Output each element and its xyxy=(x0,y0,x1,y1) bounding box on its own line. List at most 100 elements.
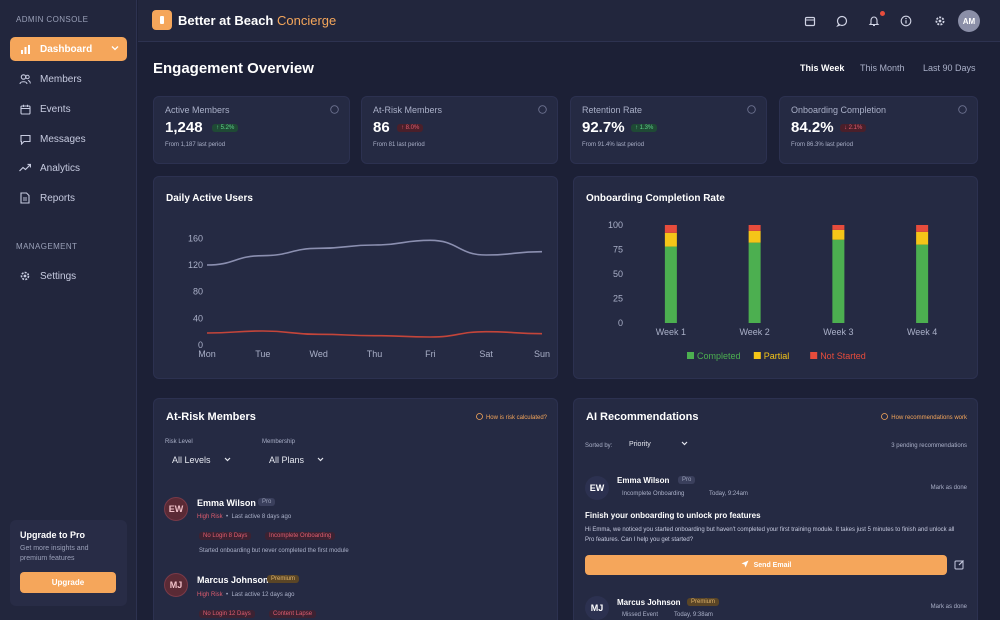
info-icon[interactable] xyxy=(330,105,339,117)
membership-select[interactable]: All Plans xyxy=(269,455,324,465)
stat-card-active-members: Active Members 1,248 ↑ 5.2% From 1,187 l… xyxy=(153,96,350,164)
info-icon[interactable] xyxy=(747,105,756,117)
panel-title: At-Risk Members xyxy=(166,411,256,423)
bar-chart: 0 25 50 75 100 Week 1 Week 2 Week 3 Week 4 Comple… xyxy=(608,220,937,361)
y-tick-label: 40 xyxy=(193,313,203,323)
sidebar-item-label: Settings xyxy=(40,270,77,282)
sidebar-item-events[interactable]: Events xyxy=(10,97,127,121)
y-tick-label: 75 xyxy=(613,245,623,255)
chart-card-onboarding-completion-rate: Onboarding Completion Rate 0 25 50 75 100 Wee… xyxy=(573,176,978,379)
chart-title: Onboarding Completion Rate xyxy=(586,193,725,204)
tier-badge: Pro xyxy=(678,476,696,484)
brand-name: Better at Beach Concierge xyxy=(178,13,336,28)
chevron-down-icon xyxy=(681,440,688,449)
member-name[interactable]: Marcus Johnson xyxy=(197,575,269,585)
info-icon[interactable] xyxy=(958,105,967,117)
x-tick-label: Week 2 xyxy=(739,327,769,337)
chat-icon[interactable] xyxy=(834,13,850,29)
mark-done-link[interactable]: Mark as done xyxy=(930,604,967,610)
logo xyxy=(152,10,172,30)
y-tick-label: 0 xyxy=(198,340,203,350)
chevron-down-icon xyxy=(111,44,119,55)
chevron-down-icon xyxy=(224,455,231,465)
sidebar-item-settings[interactable]: Settings xyxy=(10,264,127,288)
pending-count: 3 pending recommendations xyxy=(891,443,967,449)
bar-completed xyxy=(916,244,929,323)
risk-level-select[interactable]: All Levels xyxy=(172,455,231,465)
select-value: All Levels xyxy=(172,455,211,465)
sidebar-item-members[interactable]: Members xyxy=(10,67,127,91)
y-tick-label: 25 xyxy=(613,294,623,304)
page-title: Engagement Overview xyxy=(153,60,314,77)
series-line-1 xyxy=(206,330,543,338)
brand-main: Better at Beach xyxy=(178,13,274,28)
chevron-down-icon xyxy=(317,455,324,465)
sidebar-item-reports[interactable]: Reports xyxy=(10,186,127,210)
legend-swatch xyxy=(753,352,761,359)
send-email-button[interactable]: Send Email xyxy=(585,555,947,575)
legend-label: Partial xyxy=(764,351,790,361)
rec-reason: Missed Event xyxy=(622,612,659,618)
x-tick-label: Fri xyxy=(425,349,436,359)
sidebar-item-messages[interactable]: Messages xyxy=(10,127,127,151)
risk-tag: Content Lapse xyxy=(269,610,317,618)
recs-info-link[interactable]: How recommendations work xyxy=(881,413,967,422)
risk-line: High Risk • Last active 12 days ago xyxy=(197,592,295,598)
info-icon xyxy=(881,413,889,422)
panel-title: AI Recommendations xyxy=(586,411,699,423)
line-chart: 0 40 80 120 160 Mon Tue Wed Thu Fri Sat Sun xyxy=(188,233,550,359)
member-note: Started onboarding but never completed t… xyxy=(199,548,349,554)
risk-info-link[interactable]: How is risk calculated? xyxy=(476,413,547,422)
trend-badge: ↑ 5.2% xyxy=(212,124,239,132)
sidebar-item-dashboard[interactable]: Dashboard xyxy=(10,37,127,61)
document-icon xyxy=(18,191,32,205)
stat-comparison: From 81 last period xyxy=(373,142,425,148)
chat-icon xyxy=(18,132,32,146)
member-name[interactable]: Marcus Johnson xyxy=(617,598,681,607)
y-tick-label: 160 xyxy=(188,233,203,243)
x-tick-label: Week 4 xyxy=(907,327,937,337)
info-icon[interactable] xyxy=(898,13,914,29)
calendar-icon[interactable] xyxy=(802,13,818,29)
edit-icon[interactable] xyxy=(954,559,965,573)
gear-icon[interactable] xyxy=(932,13,948,29)
tab-last-90-days[interactable]: Last 90 Days xyxy=(923,63,976,73)
brand-accent: Concierge xyxy=(277,13,337,28)
sorted-label: Sorted by: xyxy=(585,443,613,449)
bar-not-started xyxy=(748,225,761,231)
avatar: EW xyxy=(585,476,609,500)
tier-badge: Premium xyxy=(687,598,720,606)
tab-this-week[interactable]: This Week xyxy=(800,63,845,73)
bar-completed xyxy=(832,239,845,323)
select-value: All Plans xyxy=(269,455,305,465)
stat-card-at-risk-members: At-Risk Members 86 ↑ 8.0% From 81 last p… xyxy=(361,96,558,164)
upgrade-subtitle: Get more insights and premium features xyxy=(20,545,89,562)
users-icon xyxy=(18,72,32,86)
member-name[interactable]: Emma Wilson xyxy=(197,498,256,508)
last-active: Last active 12 days ago xyxy=(231,592,295,598)
sidebar-item-analytics[interactable]: Analytics xyxy=(10,156,127,180)
member-name[interactable]: Emma Wilson xyxy=(617,476,670,485)
sort-select[interactable]: Priority xyxy=(629,440,688,449)
tier-badge: Premium xyxy=(267,575,300,583)
risk-info-text: How is risk calculated? xyxy=(485,414,547,421)
user-avatar[interactable]: AM xyxy=(958,10,980,32)
rec-time: Today, 9:38am xyxy=(674,612,713,618)
bar-not-started xyxy=(832,225,845,230)
upgrade-button[interactable]: Upgrade xyxy=(20,572,116,593)
trend-badge: ↑ 8.0% xyxy=(397,124,424,132)
stat-label: At-Risk Members xyxy=(373,105,443,115)
info-icon[interactable] xyxy=(538,105,547,117)
y-tick-label: 120 xyxy=(188,260,203,270)
y-tick-label: 80 xyxy=(193,287,203,297)
bell-icon[interactable] xyxy=(866,13,882,29)
stat-label: Retention Rate xyxy=(582,105,643,115)
mark-done-link[interactable]: Mark as done xyxy=(930,485,967,491)
stat-label: Onboarding Completion xyxy=(791,105,887,115)
sidebar-section-management: MANAGEMENT xyxy=(16,242,78,251)
tab-this-month[interactable]: This Month xyxy=(860,63,905,73)
send-email-label: Send Email xyxy=(753,561,792,569)
legend-swatch xyxy=(687,352,694,359)
bar-partial xyxy=(664,232,677,247)
at-risk-members-panel: At-Risk Members How is risk calculated? … xyxy=(153,398,558,620)
